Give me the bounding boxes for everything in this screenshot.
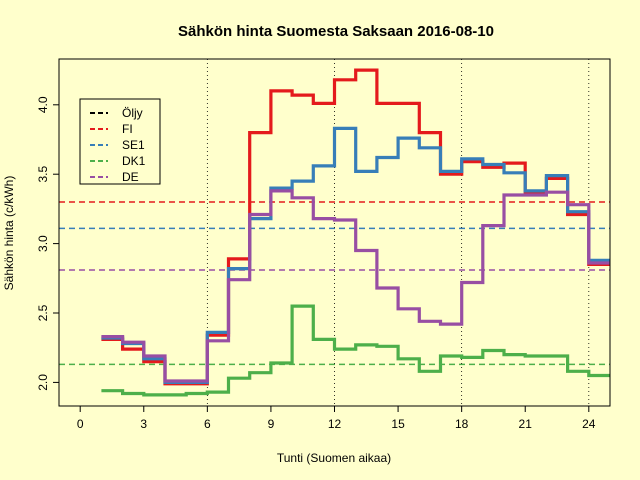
y-tick-label: 3.0 [36, 235, 50, 252]
y-tick-label: 3.5 [36, 166, 50, 183]
series-line-dk1 [101, 304, 610, 397]
chart-title: Sähkön hinta Suomesta Saksaan 2016-08-10 [178, 23, 494, 40]
x-tick-label: 6 [204, 417, 211, 431]
x-tick-label: 12 [328, 417, 342, 431]
series-line-de [101, 189, 610, 383]
x-tick-label: 15 [391, 417, 405, 431]
x-tick-label: 0 [77, 417, 84, 431]
legend-label-2: SE1 [122, 138, 145, 152]
y-axis-label: Sähkön hinta (c/kWh) [2, 176, 16, 291]
y-tick-label: 2.5 [36, 304, 50, 321]
x-tick-label: 21 [519, 417, 533, 431]
x-tick-label: 3 [140, 417, 147, 431]
legend-label-1: FI [122, 122, 133, 136]
y-tick-label: 2.0 [36, 374, 50, 391]
x-axis-ticks: 0 3 6 9 12 15 18 21 24 [77, 406, 596, 431]
average-lines [59, 201, 610, 366]
legend: Öljy FI SE1 DK1 DE [79, 98, 161, 185]
legend-label-3: DK1 [122, 154, 146, 168]
legend-label-0: Öljy [122, 106, 143, 120]
x-tick-label: 18 [455, 417, 469, 431]
x-tick-label: 9 [268, 417, 275, 431]
x-tick-label: 24 [582, 417, 596, 431]
y-tick-label: 4.0 [36, 96, 50, 113]
legend-label-4: DE [122, 170, 139, 184]
x-axis-label: Tunti (Suomen aikaa) [277, 451, 391, 465]
series-lines [101, 68, 610, 397]
legend-box [79, 98, 161, 185]
y-axis-ticks: 2.0 2.5 3.0 3.5 4.0 [36, 96, 59, 391]
